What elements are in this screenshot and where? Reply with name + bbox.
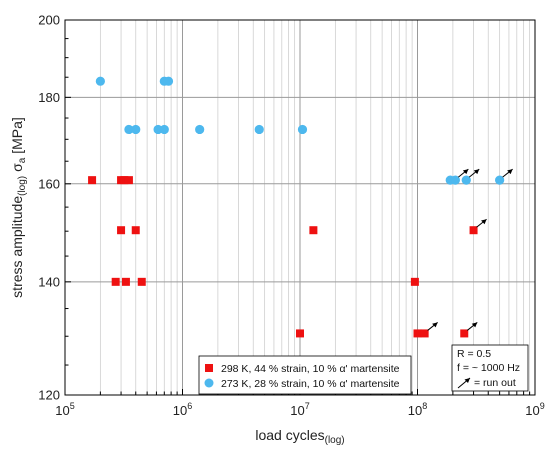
x-axis-label-sub: (log) <box>325 435 345 446</box>
legend-entry-273k: 273 K, 28 % strain, 10 % α' martensite <box>221 378 400 390</box>
frequency-note: f = ~ 1000 Hz <box>457 362 520 374</box>
data-point-circle <box>131 124 141 135</box>
x-tick-label: 106 <box>173 401 192 418</box>
y-tick-label: 200 <box>38 13 60 28</box>
test-conditions-box: R = 0.5 f = ~ 1000 Hz = run out <box>451 344 529 392</box>
runout-arrow <box>458 168 469 178</box>
data-marks <box>88 76 513 338</box>
legend-marker-circle <box>204 378 214 388</box>
x-tick-label-base: 10 <box>408 403 422 418</box>
x-axis-label-main: load cycles <box>255 427 324 443</box>
grid <box>65 20 535 395</box>
data-point-circle <box>461 175 471 185</box>
data-point-circle <box>163 76 174 86</box>
data-point-square <box>469 226 478 235</box>
data-point-circle <box>450 175 460 185</box>
x-tick-label-exponent: 9 <box>540 401 545 411</box>
data-point-square <box>131 226 140 235</box>
legend: 298 K, 44 % strain, 10 % α' martensite 2… <box>198 355 412 395</box>
x-axis-label: load cycles(log) <box>255 427 344 446</box>
data-point-circle <box>95 76 105 86</box>
data-point-circle <box>254 124 264 135</box>
data-point-circle <box>297 124 308 135</box>
load-ratio-note: R = 0.5 <box>457 348 491 360</box>
y-axis-label-unit: [MPa] <box>9 117 25 157</box>
x-tick-label: 108 <box>408 401 427 418</box>
data-point-circle <box>159 124 169 135</box>
x-tick-label: 109 <box>525 401 544 418</box>
data-point-circle <box>495 175 505 185</box>
data-point-circle <box>195 124 205 135</box>
data-point-square <box>309 226 318 235</box>
y-tick-label: 180 <box>38 90 60 105</box>
data-point-square <box>120 176 129 185</box>
runout-arrow-head <box>481 219 487 225</box>
x-tick-label-base: 10 <box>55 403 69 418</box>
y-axis-label-symbol-sub: a <box>17 157 28 163</box>
x-tick-label-base: 10 <box>173 403 187 418</box>
x-tick-label: 107 <box>290 401 309 418</box>
data-point-square <box>413 329 422 338</box>
x-tick-label-exponent: 5 <box>70 401 75 411</box>
y-tick-label: 120 <box>38 388 60 403</box>
runout-arrow <box>468 168 480 178</box>
data-point-square <box>410 277 419 286</box>
runout-note: = run out <box>474 377 516 389</box>
y-axis-label: stress amplitude(log) σa [MPa] <box>9 117 28 298</box>
data-point-square <box>117 226 126 235</box>
data-point-square <box>460 329 469 338</box>
data-point-square <box>420 329 429 338</box>
runout-arrow-head <box>507 169 513 175</box>
y-axis-label-symbol: σ <box>9 163 25 172</box>
x-tick-label-base: 10 <box>525 403 539 418</box>
runout-arrow <box>466 322 478 331</box>
y-tick-label: 160 <box>38 176 60 191</box>
runout-arrow-head <box>432 322 438 328</box>
runout-arrow-head <box>473 169 480 175</box>
data-point-square <box>124 176 133 185</box>
legend-entry-298k: 298 K, 44 % strain, 10 % α' martensite <box>221 363 400 375</box>
data-point-square <box>137 277 146 286</box>
data-point-square <box>121 277 130 286</box>
runout-arrow <box>476 218 487 228</box>
y-tick-label: 140 <box>38 274 60 289</box>
data-point-circle <box>124 124 134 135</box>
runout-arrow <box>502 168 513 178</box>
x-tick-label: 105 <box>55 401 74 418</box>
runout-arrow-icon <box>457 377 471 389</box>
x-tick-label-exponent: 7 <box>305 401 310 411</box>
data-point-square <box>296 329 304 338</box>
legend-marker-square <box>205 364 213 372</box>
y-axis-label-main: stress amplitude <box>9 196 25 298</box>
x-tick-label-exponent: 8 <box>422 401 427 411</box>
legend-box <box>198 355 412 395</box>
y-axis-label-sub: (log) <box>17 176 28 196</box>
x-tick-label-base: 10 <box>290 403 304 418</box>
data-point-square <box>88 176 97 185</box>
test-conditions-frame <box>451 344 529 392</box>
data-point-square <box>111 277 120 286</box>
x-tick-label-exponent: 6 <box>187 401 192 411</box>
runout-arrow-head <box>462 169 469 175</box>
runout-arrow-head <box>471 322 478 328</box>
runout-arrow <box>427 322 438 331</box>
